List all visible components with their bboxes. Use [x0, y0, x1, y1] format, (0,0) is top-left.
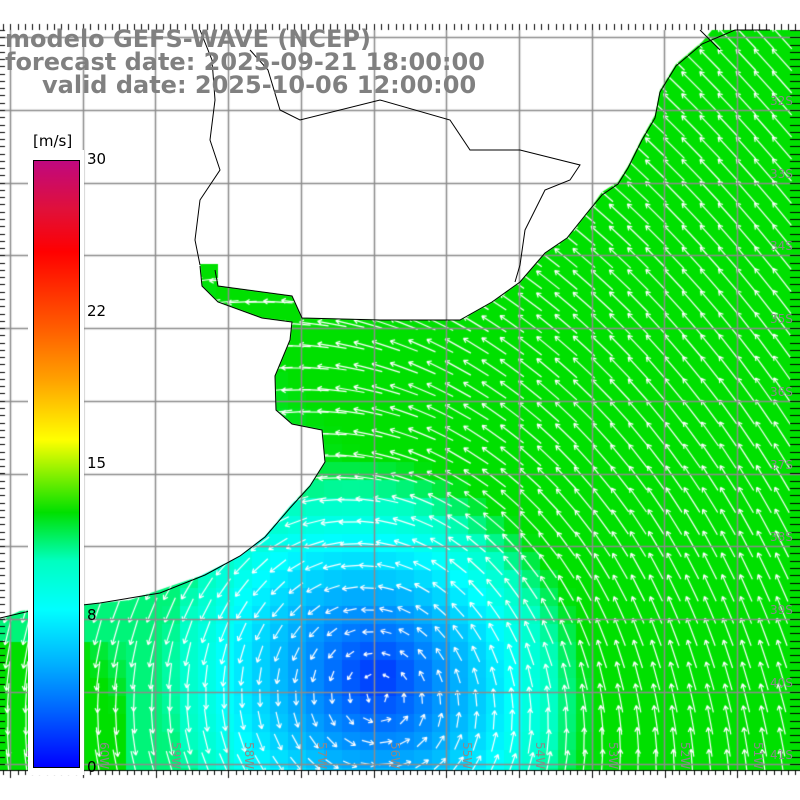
colorbar-tick-8: 8	[87, 606, 97, 624]
lon-label: 51W	[751, 742, 765, 770]
lat-label: 36S	[770, 384, 793, 399]
colorbar-tick-30: 30	[87, 150, 107, 168]
lon-label: 55W	[460, 742, 475, 770]
lat-label: 39S	[770, 602, 793, 617]
lat-label: 38S	[770, 530, 793, 545]
lon-label: 52W	[678, 742, 693, 770]
colorbar	[32, 159, 81, 769]
lat-label: 41S	[770, 748, 793, 763]
lon-label: 54W	[532, 742, 547, 770]
lon-label: 58W	[242, 742, 257, 770]
valid-date: valid date: 2025-10-06 12:00:00	[42, 71, 477, 99]
lat-label: 34S	[770, 239, 793, 254]
colorbar-tick-15: 15	[87, 454, 107, 472]
lon-label: 53W	[605, 742, 620, 770]
river-path	[194, 29, 721, 283]
coastline-path	[0, 29, 770, 619]
lat-label: 37S	[770, 457, 793, 472]
forecast-date: forecast date: 2025-09-21 18:00:00	[5, 48, 485, 76]
lon-label: 57W	[314, 742, 329, 770]
colorbar-tick-22: 22	[87, 302, 107, 320]
lon-label: 56W	[387, 742, 402, 770]
lat-label: 32S	[770, 94, 793, 108]
colorbar-unit: [m/s]	[33, 132, 73, 150]
colorbar-tick-0: 0	[87, 758, 97, 776]
lat-label: 35S	[770, 312, 793, 327]
lat-label: 33S	[770, 166, 793, 181]
lat-label: 40S	[770, 675, 793, 690]
model-title: modelo GEFS-WAVE (NCEP)	[5, 25, 371, 53]
lon-label: 60W	[96, 742, 111, 770]
lon-label: 59W	[169, 742, 184, 770]
